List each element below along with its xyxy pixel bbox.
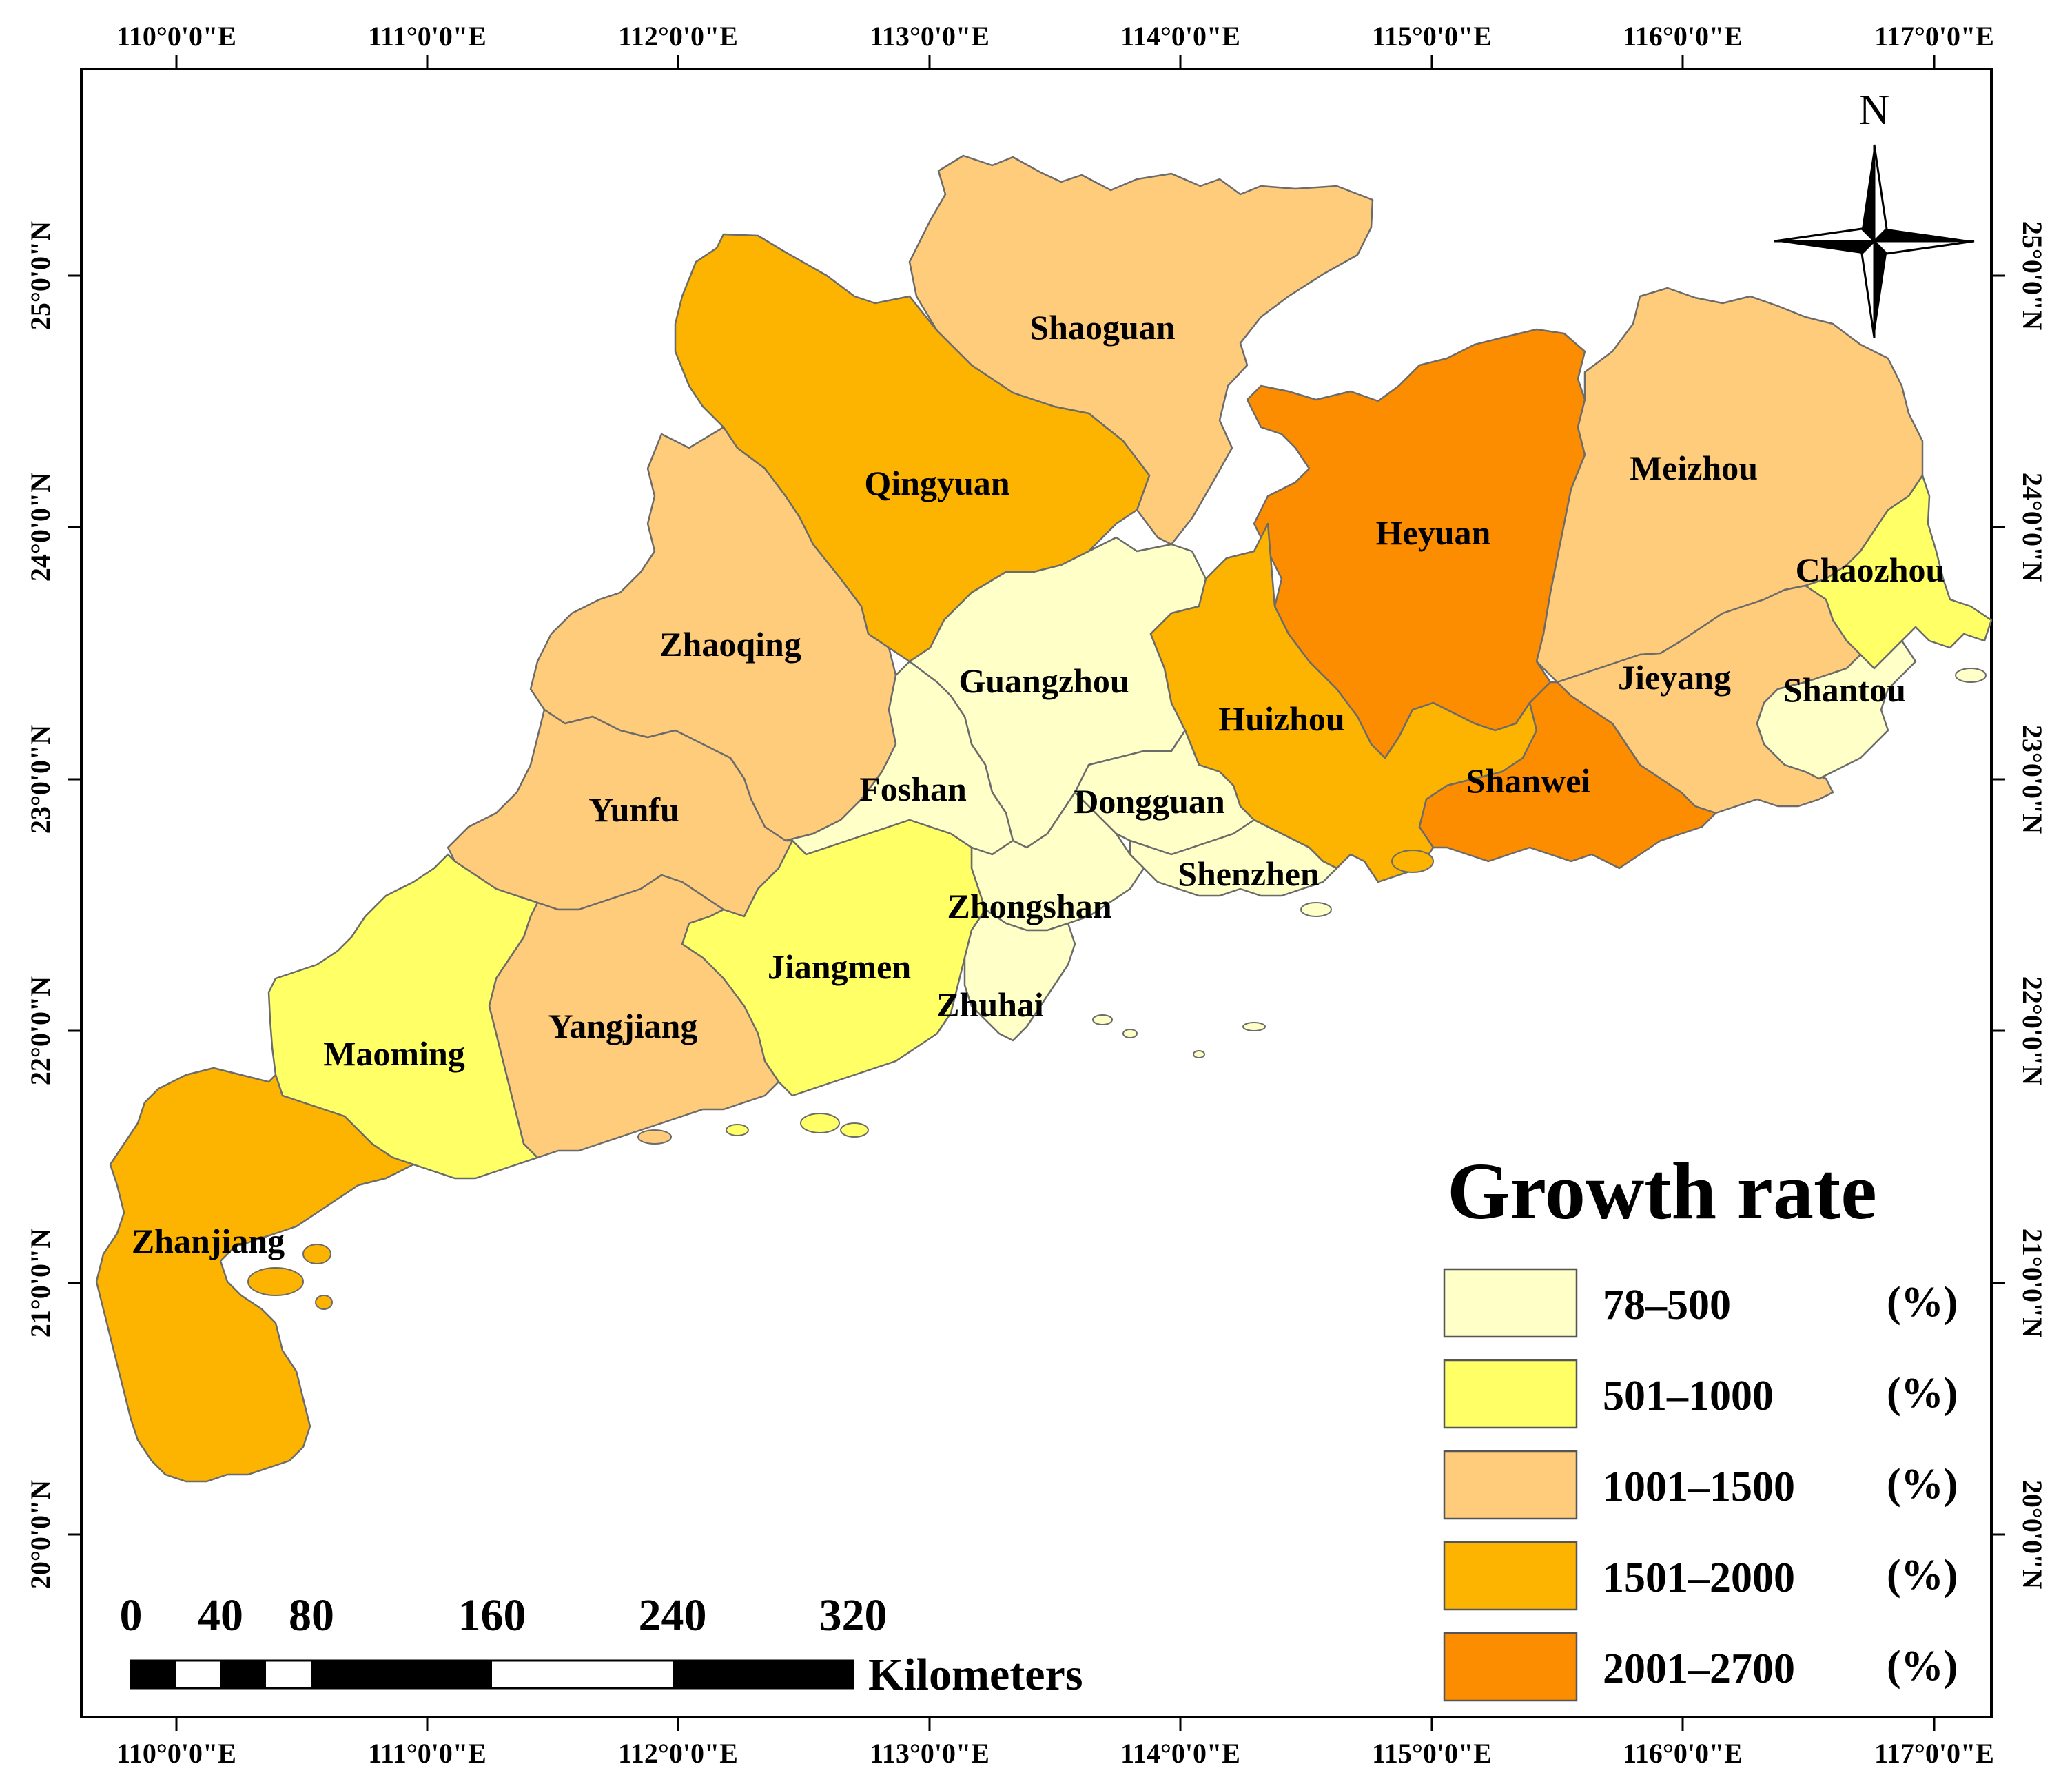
lat-tick-label: 21°0'0"N (2017, 1229, 2048, 1337)
longitude-labels-bottom: 110°0'0"E 111°0'0"E 112°0'0"E 113°0'0"E … (116, 1738, 1994, 1769)
region-shantou (1756, 639, 1917, 780)
region-label: Guangzhou (958, 661, 1129, 700)
legend-item: 2001–2700 (%) (1443, 1632, 1958, 1702)
lat-tick-label: 25°0'0"N (2017, 221, 2048, 330)
region-label: Zhaoqing (659, 625, 801, 664)
lat-tick-label: 23°0'0"N (25, 725, 56, 834)
region-label: Qingyuan (864, 464, 1009, 502)
map-frame (80, 68, 1993, 1718)
lon-tick-label: 115°0'0"E (1372, 1738, 1492, 1769)
north-label: N (1859, 87, 1890, 134)
lon-tick-label: 116°0'0"E (1623, 21, 1743, 52)
scale-tick-label: 320 (819, 1590, 888, 1641)
scale-tick-label: 40 (198, 1590, 243, 1641)
legend-label: 2001–2700 (1603, 1645, 1795, 1692)
lat-tick-label: 22°0'0"N (2017, 976, 2048, 1085)
legend-unit: (%) (1887, 1643, 1958, 1690)
lat-tick-label: 24°0'0"N (25, 473, 56, 582)
legend-swatch (1443, 1359, 1578, 1429)
lon-tick-label: 110°0'0"E (116, 1738, 236, 1769)
scale-tick-label: 160 (458, 1590, 526, 1641)
lat-tick-label: 25°0'0"N (25, 221, 56, 330)
graticule-ticks (68, 55, 2005, 1731)
legend-item: 78–500 (%) (1443, 1268, 1958, 1338)
scale-tick-label: 240 (639, 1590, 707, 1641)
region-label: Shanwei (1466, 761, 1591, 800)
lon-tick-label: 114°0'0"E (1120, 1738, 1240, 1769)
lat-tick-label: 24°0'0"N (2017, 473, 2048, 582)
lon-tick-label: 113°0'0"E (870, 21, 989, 52)
region-maoming (267, 853, 539, 1180)
legend-unit: (%) (1887, 1461, 1958, 1508)
region-zhanjiang (95, 1067, 415, 1483)
legend-label: 501–1000 (1603, 1373, 1774, 1419)
legend-label: 1501–2000 (1603, 1554, 1795, 1601)
latitude-labels-left: 25°0'0"N 24°0'0"N 23°0'0"N 22°0'0"N 21°0… (25, 221, 56, 1589)
region-shanwei (1418, 681, 1717, 870)
lat-tick-label: 23°0'0"N (2017, 725, 2048, 834)
legend-item: 501–1000 (%) (1443, 1359, 1958, 1429)
region-label: Jiangmen (768, 947, 912, 986)
lon-tick-label: 114°0'0"E (1120, 21, 1240, 52)
lon-tick-label: 111°0'0"E (368, 1738, 486, 1769)
region-shenzhen (1129, 819, 1338, 897)
region-label: Zhongshan (947, 887, 1111, 925)
region-label: Shenzhen (1178, 854, 1320, 893)
scale-tick-label: 80 (289, 1590, 334, 1641)
legend-label: 1001–1500 (1603, 1464, 1795, 1510)
lon-tick-label: 116°0'0"E (1623, 1738, 1743, 1769)
region-label: Zhuhai (936, 985, 1044, 1024)
legend-label: 78–500 (1603, 1282, 1731, 1328)
legend-title: Growth rate (1447, 1146, 1877, 1236)
region-label: Yangjiang (548, 1007, 698, 1045)
longitude-labels-top: 110°0'0"E 111°0'0"E 112°0'0"E 113°0'0"E … (116, 21, 1994, 52)
region-label: Shantou (1783, 670, 1906, 709)
lon-tick-label: 111°0'0"E (368, 21, 486, 52)
region-label: Foshan (859, 770, 967, 808)
region-label: Dongguan (1074, 782, 1225, 821)
legend-swatch (1443, 1632, 1578, 1702)
legend-swatch (1443, 1541, 1578, 1611)
north-arrow-icon: N (1774, 87, 1975, 338)
lat-tick-label: 21°0'0"N (25, 1229, 56, 1337)
lon-tick-label: 117°0'0"E (1874, 1738, 1994, 1769)
scale-bar: 0 40 80 160 240 320 Kilometers (120, 1590, 1083, 1700)
prefecture-regions (95, 154, 1993, 1483)
region-labels: Shaoguan Qingyuan Heyuan Meizhou Chaozho… (132, 308, 1945, 1260)
lat-tick-label: 20°0'0"N (25, 1480, 56, 1589)
latitude-labels-right: 25°0'0"N 24°0'0"N 23°0'0"N 22°0'0"N 21°0… (2017, 221, 2048, 1589)
legend-swatch (1443, 1268, 1578, 1338)
region-label: Shaoguan (1029, 308, 1175, 347)
lon-tick-label: 117°0'0"E (1874, 21, 1994, 52)
region-label: Meizhou (1630, 449, 1758, 487)
legend: Growth rate 78–500 (%) 501–1000 (%) 1001… (1443, 1146, 1958, 1702)
lon-tick-label: 112°0'0"E (618, 1738, 738, 1769)
lat-tick-label: 22°0'0"N (25, 976, 56, 1085)
legend-item: 1001–1500 (%) (1443, 1450, 1958, 1520)
legend-unit: (%) (1887, 1370, 1958, 1417)
region-label: Maoming (323, 1034, 465, 1073)
coastal-islands (247, 668, 1987, 1310)
region-label: Jieyang (1618, 658, 1731, 697)
lon-tick-label: 112°0'0"E (618, 21, 738, 52)
scale-tick-label: 0 (120, 1590, 143, 1641)
legend-unit: (%) (1887, 1279, 1958, 1326)
legend-item: 1501–2000 (%) (1443, 1541, 1958, 1611)
lon-tick-label: 115°0'0"E (1372, 21, 1492, 52)
region-zhuhai (963, 908, 1076, 1042)
region-label: Yunfu (588, 790, 679, 829)
legend-unit: (%) (1887, 1552, 1958, 1599)
region-label: Zhanjiang (132, 1222, 285, 1260)
region-label: Chaozhou (1796, 551, 1945, 589)
lon-tick-label: 110°0'0"E (116, 21, 236, 52)
region-label: Heyuan (1376, 513, 1491, 552)
scale-unit: Kilometers (868, 1650, 1083, 1700)
lat-tick-label: 20°0'0"N (2017, 1480, 2048, 1589)
lon-tick-label: 113°0'0"E (870, 1738, 989, 1769)
legend-swatch (1443, 1450, 1578, 1520)
region-label: Huizhou (1218, 699, 1344, 738)
